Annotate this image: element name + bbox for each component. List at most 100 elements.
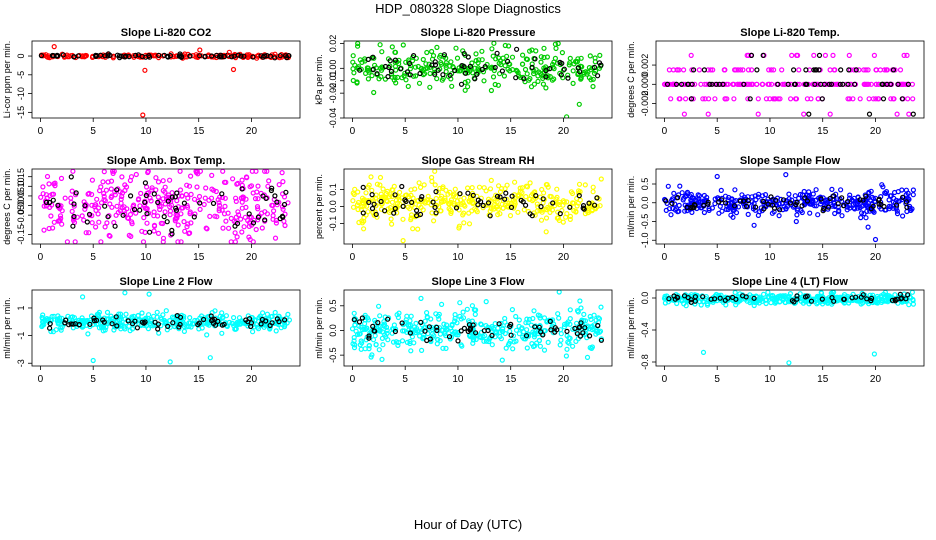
- data-point: [904, 52, 910, 59]
- data-point: [374, 214, 380, 220]
- y-tick-label: 0.002: [640, 54, 650, 77]
- data-point: [592, 55, 598, 61]
- data-point: [277, 53, 283, 59]
- data-point: [861, 81, 867, 87]
- data-point: [395, 339, 401, 346]
- data-point: [461, 50, 467, 57]
- data-point: [126, 232, 132, 238]
- data-point: [830, 52, 836, 59]
- panel-3: Slope Li-820 Temp. degrees C per min. 0 5 10…: [626, 27, 925, 137]
- data-point: [155, 230, 162, 236]
- data-point: [457, 68, 463, 74]
- data-point: [377, 182, 383, 188]
- data-point: [185, 221, 191, 227]
- data-point: [465, 185, 471, 191]
- data-point: [161, 317, 167, 323]
- data-point: [423, 198, 429, 204]
- data-point: [704, 302, 711, 308]
- data-point: [354, 80, 360, 86]
- data-point: [449, 328, 455, 334]
- data-point: [123, 311, 129, 317]
- data-point: [567, 60, 573, 66]
- data-point: [432, 169, 438, 174]
- panel-title: Slope Sample Flow: [740, 155, 841, 167]
- data-point: [868, 298, 874, 304]
- data-point: [561, 324, 568, 330]
- data-point: [435, 67, 441, 73]
- data-point: [173, 205, 179, 211]
- data-point: [108, 313, 114, 319]
- data-point: [350, 77, 356, 84]
- data-point: [695, 192, 701, 198]
- panel-frame: [655, 289, 925, 367]
- data-point: [419, 194, 425, 200]
- x-tick-label: 15: [817, 126, 829, 137]
- data-point: [124, 215, 131, 221]
- data-point: [62, 320, 68, 326]
- data-point: [492, 81, 498, 88]
- data-point: [153, 53, 159, 59]
- data-point: [141, 215, 147, 221]
- data-point: [472, 76, 478, 82]
- data-point: [483, 188, 489, 194]
- data-point: [745, 67, 752, 73]
- data-point: [871, 52, 878, 59]
- data-point: [501, 73, 507, 79]
- data-point: [58, 325, 64, 331]
- data-point: [794, 81, 800, 87]
- data-point: [422, 318, 428, 324]
- data-point: [87, 321, 93, 327]
- data-point: [364, 67, 370, 73]
- data-point: [380, 186, 386, 192]
- data-point: [561, 321, 568, 327]
- data-point: [537, 343, 544, 349]
- data-point: [94, 311, 100, 318]
- data-point: [487, 213, 493, 219]
- data-point: [594, 73, 601, 79]
- data-point: [250, 329, 256, 335]
- data-point: [433, 210, 439, 216]
- data-point: [118, 200, 124, 206]
- y-axis-label: kPa per min.: [314, 54, 324, 105]
- x-tick-label: 15: [193, 374, 205, 385]
- data-point: [64, 239, 70, 244]
- data-point: [209, 172, 215, 178]
- data-point: [780, 197, 787, 203]
- data-point: [259, 225, 265, 231]
- x-tick-label: 15: [817, 374, 829, 385]
- data-point: [559, 49, 566, 56]
- data-point: [164, 219, 170, 225]
- data-point: [178, 53, 185, 60]
- data-point: [129, 314, 135, 320]
- data-point: [352, 186, 358, 192]
- data-point: [406, 322, 412, 328]
- data-point: [876, 197, 882, 203]
- data-point: [752, 204, 759, 210]
- data-point: [219, 310, 225, 316]
- outlier-point: [122, 290, 128, 296]
- data-point: [521, 76, 527, 82]
- data-point: [508, 321, 514, 327]
- data-point: [870, 96, 877, 102]
- data-point: [786, 293, 792, 299]
- data-point: [239, 229, 245, 235]
- data-point: [851, 81, 858, 87]
- data-point: [114, 203, 120, 209]
- data-point: [436, 316, 442, 322]
- data-point: [201, 201, 207, 208]
- data-point: [898, 296, 904, 302]
- data-point: [518, 194, 524, 200]
- data-point: [576, 181, 583, 187]
- data-point: [392, 49, 399, 56]
- y-tick-label: -0.02: [328, 83, 338, 104]
- data-point: [153, 175, 159, 181]
- data-point: [181, 328, 187, 334]
- data-point: [434, 75, 440, 82]
- data-point: [113, 314, 119, 320]
- data-point: [233, 198, 239, 204]
- data-point: [219, 322, 225, 328]
- data-point: [270, 202, 276, 208]
- data-point: [831, 200, 837, 206]
- data-point: [669, 200, 675, 206]
- data-point: [250, 220, 257, 226]
